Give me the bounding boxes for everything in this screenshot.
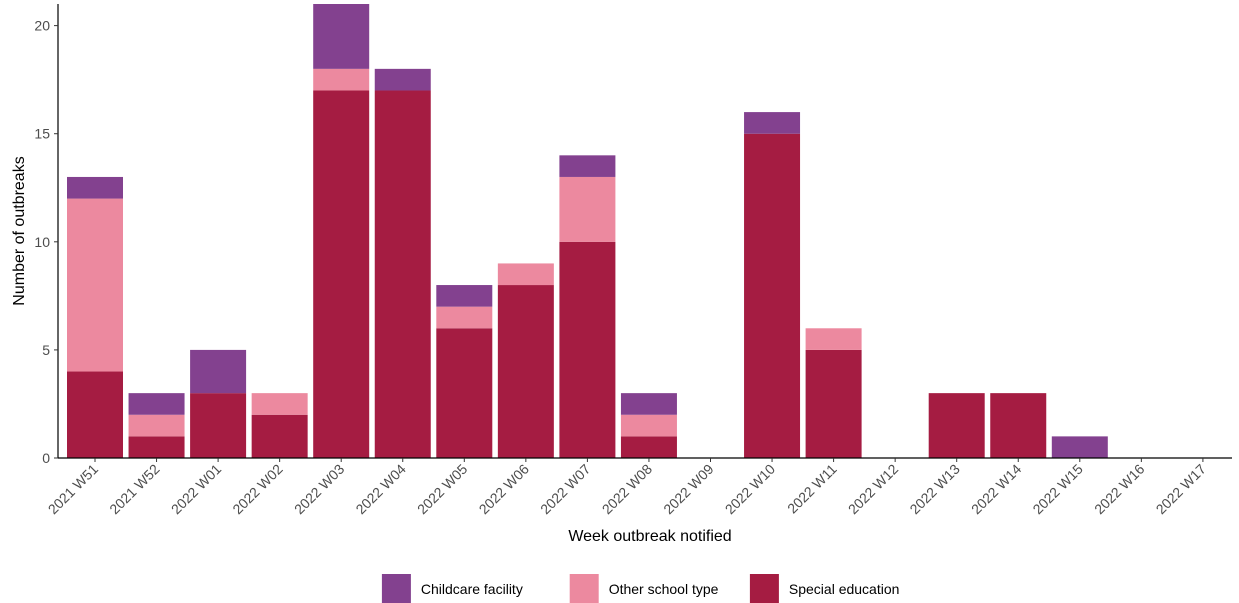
x-tick-label: 2021 W51 (45, 461, 102, 518)
bars-layer (67, 4, 1108, 458)
x-tick-label: 2022 W08 (599, 461, 656, 518)
y-tick-label: 0 (42, 450, 50, 466)
legend-label-special-education: Special education (789, 581, 900, 597)
bar-2022-w01-childcare-facility (190, 349, 247, 394)
bar-2022-w05-other-school-type (436, 306, 493, 329)
bar-2022-w04-special-education (374, 90, 431, 458)
bar-2021-w51-other-school-type (67, 198, 123, 372)
bar-2022-w07-childcare-facility (559, 155, 616, 177)
y-axis-title: Number of outbreaks (11, 156, 28, 305)
bar-2022-w14-special-education (990, 393, 1047, 458)
x-tick-label: 2022 W04 (352, 461, 409, 518)
bar-2022-w06-special-education (497, 285, 554, 458)
bar-2022-w03-childcare-facility (313, 4, 370, 69)
x-tick-label: 2022 W11 (784, 461, 840, 517)
bar-2022-w15-childcare-facility (1051, 436, 1108, 458)
x-tick-label: 2022 W02 (229, 461, 286, 518)
bar-2022-w11-special-education (805, 349, 862, 458)
y-tick-label: 5 (42, 342, 50, 358)
bar-2022-w02-other-school-type (251, 393, 308, 415)
y-tick-label: 20 (34, 18, 50, 34)
x-tick-label: 2022 W16 (1091, 461, 1148, 518)
bar-2022-w07-special-education (559, 241, 616, 458)
x-tick-label: 2022 W12 (845, 461, 902, 518)
x-tick-label: 2022 W17 (1153, 461, 1210, 518)
x-tick-label: 2022 W10 (722, 461, 779, 518)
bar-2021-w52-special-education (128, 436, 185, 458)
x-tick-label: 2022 W15 (1029, 461, 1086, 518)
legend-key-special-education (749, 574, 779, 603)
bar-2022-w07-other-school-type (559, 176, 616, 242)
bar-2022-w11-other-school-type (805, 328, 862, 350)
x-tick-label: 2022 W03 (291, 461, 348, 518)
y-tick-label: 15 (34, 126, 50, 142)
bar-2022-w08-other-school-type (620, 414, 677, 437)
x-tick-label: 2022 W05 (414, 461, 471, 518)
bar-2022-w06-other-school-type (497, 263, 554, 286)
bar-2022-w03-special-education (313, 90, 370, 458)
x-tick-label: 2022 W14 (968, 461, 1025, 518)
bar-2022-w04-childcare-facility (374, 68, 431, 91)
x-axis-ticks: 2021 W51 2021 W52 2022 W01 2022 W02 2022 W03… (45, 458, 1209, 517)
x-tick-label: 2021 W52 (106, 461, 163, 518)
x-tick-label: 2022 W07 (537, 461, 594, 518)
bar-2021-w52-childcare-facility (128, 393, 185, 415)
bar-2022-w02-special-education (251, 414, 308, 458)
legend-key-childcare-facility (381, 574, 411, 603)
legend-label-childcare-facility: Childcare facility (421, 581, 523, 597)
bar-2022-w08-special-education (620, 436, 677, 458)
x-axis-title: Week outbreak notified (568, 528, 731, 545)
bar-2022-w08-childcare-facility (620, 393, 677, 415)
bar-2022-w05-childcare-facility (436, 285, 493, 307)
x-tick-label: 2022 W06 (476, 461, 533, 518)
bar-2022-w10-childcare-facility (744, 112, 801, 134)
bar-2021-w51-special-education (67, 371, 123, 458)
x-tick-label: 2022 W09 (660, 461, 717, 518)
legend-key-other-school-type (569, 574, 599, 603)
legend-label-other-school-type: Other school type (609, 581, 719, 597)
x-tick-label: 2022 W13 (906, 461, 963, 518)
bar-2021-w51-childcare-facility (67, 176, 123, 199)
y-tick-label: 10 (34, 234, 50, 250)
bar-2022-w10-special-education (744, 133, 801, 458)
y-axis-ticks: 0 5 10 15 20 (34, 18, 58, 466)
bar-2022-w05-special-education (436, 328, 493, 458)
legend: Childcare facility Other school type Speci… (381, 574, 900, 603)
bar-2022-w13-special-education (928, 393, 985, 458)
bar-2022-w01-special-education (190, 393, 247, 458)
x-tick-label: 2022 W01 (168, 461, 225, 518)
bar-2021-w52-other-school-type (128, 414, 185, 437)
bar-2022-w03-other-school-type (313, 68, 370, 91)
